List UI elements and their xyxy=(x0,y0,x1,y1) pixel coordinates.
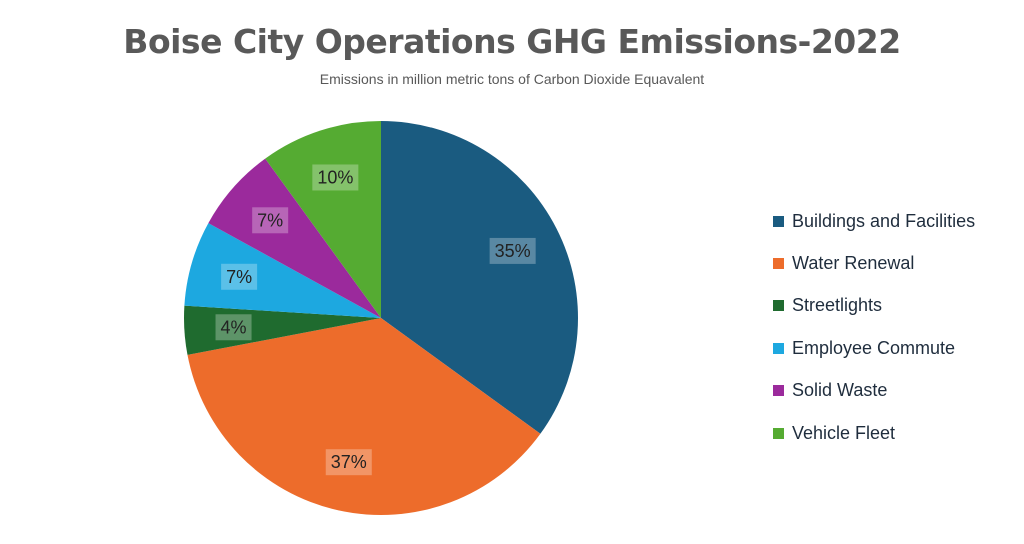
chart-subtitle: Emissions in million metric tons of Carb… xyxy=(319,71,705,87)
legend-swatch xyxy=(773,215,784,227)
pie-slice-buildings-and-facilities xyxy=(381,121,578,434)
svg-text:35%: 35% xyxy=(495,241,531,261)
pie-slice-employee-commute xyxy=(184,223,381,318)
svg-text:10%: 10% xyxy=(317,167,353,187)
data-label-vehicle-fleet: 10% xyxy=(312,164,359,191)
data-label-buildings-and-facilities: 35% xyxy=(489,237,536,264)
legend-item-solid-waste: Solid Waste xyxy=(773,370,975,412)
chart-legend: Buildings and Facilities Water Renewal Str… xyxy=(773,200,975,454)
pie-slice-streetlights xyxy=(184,305,381,355)
svg-text:7%: 7% xyxy=(226,267,252,287)
legend-swatch xyxy=(773,385,784,397)
svg-text:7%: 7% xyxy=(257,210,283,230)
pie-slice-water-renewal xyxy=(187,318,541,515)
svg-text:4%: 4% xyxy=(221,317,247,337)
chart-title: Boise City Operations GHG Emissions-2022 xyxy=(123,22,901,61)
legend-item-water-renewal: Water Renewal xyxy=(773,242,975,284)
legend-label: Water Renewal xyxy=(792,253,915,274)
svg-text:37%: 37% xyxy=(331,452,367,472)
pie-slice-solid-waste xyxy=(208,158,381,318)
legend-swatch xyxy=(773,342,784,354)
legend-label: Vehicle Fleet xyxy=(792,422,896,443)
data-label-solid-waste: 7% xyxy=(252,207,289,234)
legend-swatch xyxy=(773,427,784,439)
legend-swatch xyxy=(773,258,784,270)
legend-item-employee-commute: Employee Commute xyxy=(773,327,975,369)
data-label-streetlights: 4% xyxy=(215,314,252,341)
legend-item-vehicle-fleet: Vehicle Fleet xyxy=(773,412,975,454)
legend-label: Streetlights xyxy=(792,295,883,316)
legend-label: Employee Commute xyxy=(792,337,956,358)
legend-swatch xyxy=(773,300,784,312)
legend-item-streetlights: Streetlights xyxy=(773,285,975,327)
data-label-water-renewal: 37% xyxy=(325,449,372,476)
legend-item-buildings-and-facilities: Buildings and Facilities xyxy=(773,200,975,242)
legend-label: Buildings and Facilities xyxy=(792,210,976,231)
pie-slice-vehicle-fleet xyxy=(265,121,381,318)
legend-label: Solid Waste xyxy=(792,380,888,401)
data-label-employee-commute: 7% xyxy=(221,263,258,290)
